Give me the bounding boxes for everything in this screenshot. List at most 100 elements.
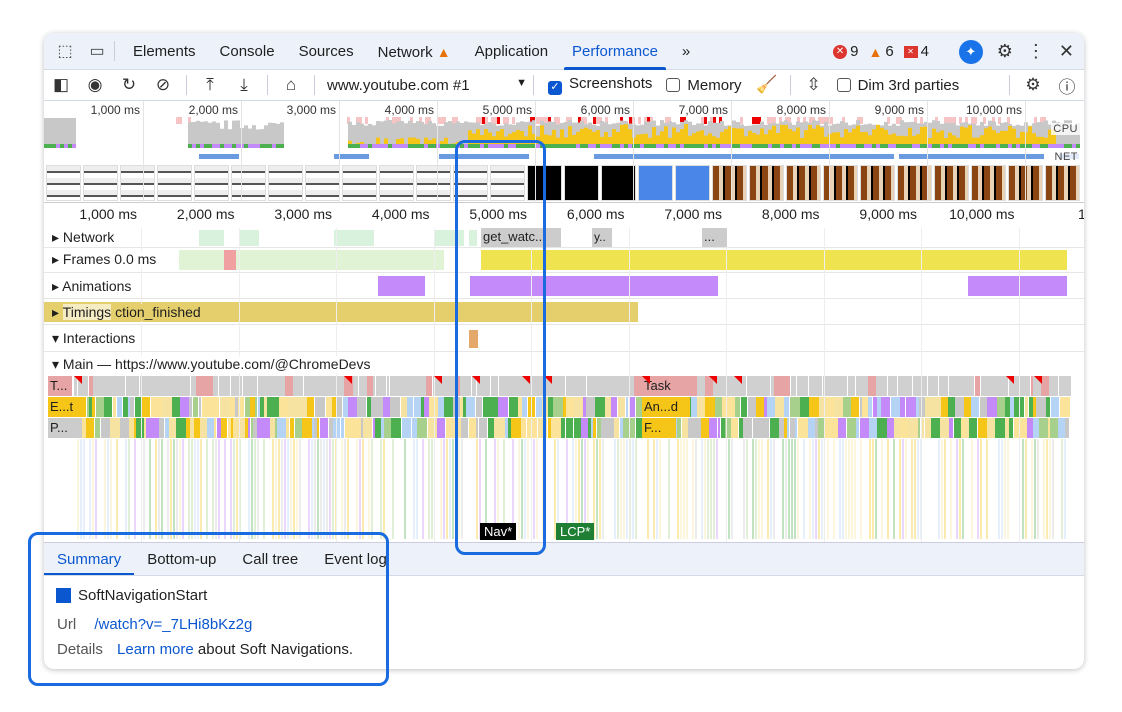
screenshot-thumbnail[interactable] [194,165,229,201]
flame-event[interactable] [826,397,834,417]
flame-event[interactable] [619,376,624,396]
flame-event[interactable] [443,439,445,539]
flame-event[interactable] [267,418,270,438]
flame-event[interactable] [328,376,336,396]
flame-event[interactable] [376,376,378,396]
flame-event[interactable] [113,397,116,417]
download-icon[interactable]: ⤓ [240,75,248,94]
flame-event[interactable] [591,418,593,438]
flame-event[interactable] [378,376,386,396]
flame-event[interactable] [784,376,790,396]
task-label[interactable]: Task [642,376,697,396]
flame-event[interactable] [1058,418,1065,438]
flame-event[interactable] [93,376,101,396]
flame-event[interactable] [275,439,277,539]
flame-event[interactable] [407,397,413,417]
flame-event[interactable] [367,376,373,396]
flame-event[interactable] [975,376,980,396]
flame-event[interactable] [392,439,394,539]
url-link[interactable]: /watch?v=_7LHi8bKz2g [94,616,253,633]
screenshot-thumbnail[interactable] [934,165,969,201]
flame-event[interactable] [460,376,465,396]
flame-event[interactable] [601,418,605,438]
network-request[interactable]: get_watc... [481,228,561,247]
flame-event[interactable] [293,376,295,396]
flame-event[interactable] [295,418,302,438]
flame-event[interactable] [92,439,94,539]
flame-event[interactable] [219,376,223,396]
flame-event[interactable] [410,376,413,396]
flame-event[interactable] [1043,439,1045,539]
flame-event[interactable] [702,376,705,396]
long-task-flag[interactable] [1034,376,1042,384]
flame-event[interactable] [1046,439,1048,539]
flame-event[interactable] [980,397,987,417]
flame-event[interactable] [497,439,499,539]
flame-event[interactable] [221,418,227,438]
flame-event[interactable] [511,418,517,438]
flame-event[interactable] [900,397,905,417]
flame-event[interactable] [767,439,769,539]
network-request[interactable] [199,230,224,246]
flame-event[interactable] [101,418,110,438]
flame-event[interactable] [125,439,127,539]
flame-event[interactable] [1060,397,1070,417]
flame-event[interactable] [380,397,383,417]
flame-event[interactable] [135,397,142,417]
flame-event[interactable] [941,439,943,539]
flame-event[interactable] [1005,397,1010,417]
flame-event[interactable] [908,418,918,438]
flame-event[interactable] [938,439,940,539]
flame-event[interactable] [525,376,535,396]
flame-event[interactable] [966,418,969,438]
flame-event[interactable] [605,418,614,438]
flame-event[interactable] [186,418,190,438]
flame-event[interactable] [129,418,134,438]
flame-event[interactable] [977,439,979,539]
flame-event[interactable] [312,418,314,438]
flame-event[interactable] [695,439,697,539]
flame-event[interactable] [414,397,421,417]
flame-event[interactable] [1033,376,1041,396]
flame-event[interactable] [134,439,136,539]
flame-event[interactable] [524,439,526,539]
flame-event[interactable] [554,439,556,539]
flame-event[interactable] [194,418,200,438]
flame-event[interactable] [1029,397,1033,417]
flame-event[interactable] [80,418,86,438]
flame-event[interactable] [755,439,757,539]
flame-event[interactable] [96,397,104,417]
flame-event[interactable] [721,418,725,438]
recording-select[interactable]: www.youtube.com #1 ▼ [327,77,527,94]
flame-event[interactable] [980,439,982,539]
flame-event[interactable] [254,439,256,539]
flame-event[interactable] [317,418,319,438]
flame-event[interactable] [128,439,130,539]
flame-event[interactable] [561,418,565,438]
flame-event[interactable] [688,418,694,438]
frames-track-header[interactable]: ▸ Frames 0.0 ms [52,251,160,268]
flame-event[interactable] [117,397,122,417]
flame-event[interactable] [307,397,314,417]
flame-event[interactable] [275,418,277,438]
screenshot-thumbnail[interactable] [83,165,118,201]
flame-event[interactable] [166,376,172,396]
flame-event[interactable] [729,376,737,396]
flame-event[interactable] [336,376,344,396]
flame-event[interactable] [424,397,429,417]
flame-event[interactable] [1048,418,1050,438]
flame-event[interactable] [566,418,573,438]
flame-event[interactable] [1050,418,1058,438]
tab-sources[interactable]: Sources [298,42,354,60]
flame-event[interactable] [728,439,730,539]
flame-event[interactable] [277,376,285,396]
flame-event[interactable] [1065,418,1069,438]
flame-event[interactable] [557,439,559,539]
flame-event[interactable] [233,439,235,539]
flame-event[interactable] [718,376,726,396]
flame-event[interactable] [383,439,385,539]
flame-event[interactable] [110,439,112,539]
flame-event[interactable] [422,439,424,539]
flame-event[interactable] [1052,376,1058,396]
tab-call-tree[interactable]: Call tree [242,551,299,568]
